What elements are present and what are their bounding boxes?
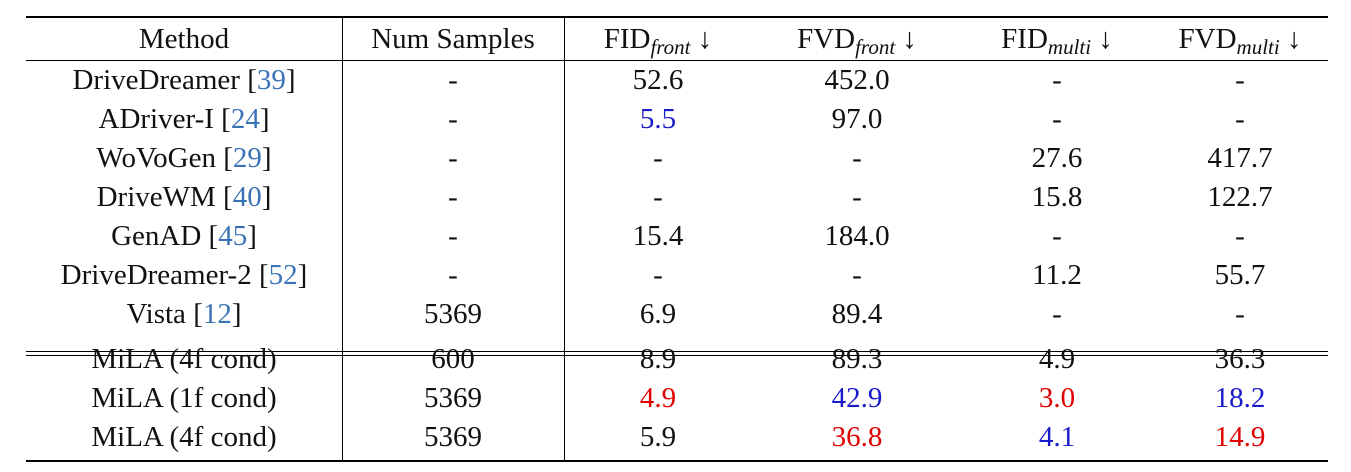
fid-front-cell: -	[653, 259, 663, 291]
table-row: GenAD [45] - 15.4 184.0 - -	[26, 217, 1328, 256]
fvd-front-cell: 452.0	[824, 64, 890, 96]
fid-front-cell: 6.9	[639, 298, 677, 330]
num-samples-cell: -	[448, 103, 458, 135]
method-cell: DriveDreamer [39]	[72, 64, 296, 96]
fid-front-cell: 5.5	[639, 103, 677, 135]
header-num-samples: Num Samples	[371, 23, 535, 55]
column-divider	[342, 16, 343, 462]
fvd-front-cell: 97.0	[831, 103, 883, 135]
fid-multi-cell: 27.6	[1031, 142, 1083, 174]
fvd-front-cell: 36.8	[831, 421, 883, 453]
method-cell: GenAD [45]	[111, 220, 257, 252]
method-cell: MiLA (4f cond)	[91, 343, 277, 375]
num-samples-cell: -	[448, 259, 458, 291]
header-fvd-front: FVDfront ↓	[797, 23, 917, 59]
fvd-multi-cell: 36.3	[1214, 343, 1266, 375]
fid-multi-cell: -	[1052, 103, 1062, 135]
fvd-multi-cell: 55.7	[1214, 259, 1266, 291]
fvd-multi-cell: -	[1235, 64, 1245, 96]
fvd-front-cell: -	[852, 142, 862, 174]
header-rule	[26, 60, 1328, 61]
fid-front-cell: 52.6	[632, 64, 684, 96]
fvd-multi-cell: 14.9	[1214, 421, 1266, 453]
fid-multi-cell: -	[1052, 220, 1062, 252]
num-samples-cell: 5369	[424, 298, 482, 330]
fid-multi-cell: 11.2	[1032, 259, 1082, 291]
table-row: MiLA (4f cond) 600 8.9 89.3 4.9 36.3	[26, 340, 1328, 379]
fvd-multi-cell: 18.2	[1214, 382, 1266, 414]
method-cell: MiLA (1f cond)	[91, 382, 277, 414]
method-cell: WoVoGen [29]	[96, 142, 272, 174]
method-cell: MiLA (4f cond)	[91, 421, 277, 453]
table-row: ADriver-I [24] - 5.5 97.0 - -	[26, 100, 1328, 139]
fid-front-cell: 5.9	[639, 421, 677, 453]
table-row: DriveWM [40] - - - 15.8 122.7	[26, 178, 1328, 217]
method-cell: ADriver-I [24]	[98, 103, 270, 135]
fid-front-cell: 8.9	[639, 343, 677, 375]
table-row: MiLA (4f cond) 5369 5.9 36.8 4.1 14.9	[26, 418, 1328, 457]
fvd-front-cell: 89.4	[831, 298, 883, 330]
fid-multi-cell: -	[1052, 64, 1062, 96]
method-cell: Vista [12]	[126, 298, 242, 330]
fid-multi-cell: 4.1	[1038, 421, 1076, 453]
header-fvd-multi: FVDmulti ↓	[1178, 23, 1302, 59]
double-rule-lower	[26, 355, 1328, 356]
bottom-rule	[26, 460, 1328, 462]
fid-multi-cell: 3.0	[1038, 382, 1076, 414]
table-row: WoVoGen [29] - - - 27.6 417.7	[26, 139, 1328, 178]
fid-multi-cell: 15.8	[1031, 181, 1083, 213]
fvd-front-cell: -	[852, 259, 862, 291]
table-row: DriveDreamer-2 [52] - - - 11.2 55.7	[26, 256, 1328, 295]
fvd-multi-cell: -	[1235, 103, 1245, 135]
top-rule	[26, 16, 1328, 18]
num-samples-cell: 600	[431, 343, 475, 375]
header-fid-multi: FIDmulti ↓	[1001, 23, 1113, 59]
num-samples-cell: 5369	[424, 382, 482, 414]
table-row: MiLA (1f cond) 5369 4.9 42.9 3.0 18.2	[26, 379, 1328, 418]
fid-multi-cell: 4.9	[1038, 343, 1076, 375]
fvd-multi-cell: -	[1235, 298, 1245, 330]
fid-front-cell: -	[653, 142, 663, 174]
num-samples-cell: 5369	[424, 421, 482, 453]
fid-front-cell: 15.4	[632, 220, 684, 252]
header-fid-front: FIDfront ↓	[603, 23, 713, 59]
table-row: Vista [12] 5369 6.9 89.4 - -	[26, 295, 1328, 334]
method-cell: DriveWM [40]	[96, 181, 272, 213]
num-samples-cell: -	[448, 64, 458, 96]
fvd-front-cell: -	[852, 181, 862, 213]
header-method: Method	[138, 23, 230, 55]
header-row: Method Num Samples FIDfront ↓ FVDfront ↓…	[26, 20, 1328, 59]
fvd-multi-cell: 122.7	[1207, 181, 1273, 213]
fvd-front-cell: 89.3	[831, 343, 883, 375]
fid-multi-cell: -	[1052, 298, 1062, 330]
num-samples-cell: -	[448, 181, 458, 213]
num-samples-cell: -	[448, 142, 458, 174]
num-samples-cell: -	[448, 220, 458, 252]
method-cell: DriveDreamer-2 [52]	[60, 259, 308, 291]
fvd-multi-cell: -	[1235, 220, 1245, 252]
column-divider	[564, 16, 565, 462]
fvd-front-cell: 184.0	[824, 220, 890, 252]
fvd-front-cell: 42.9	[831, 382, 883, 414]
double-rule-upper	[26, 351, 1328, 352]
fid-front-cell: -	[653, 181, 663, 213]
table-row: DriveDreamer [39] - 52.6 452.0 - -	[26, 61, 1328, 100]
fid-front-cell: 4.9	[639, 382, 677, 414]
fvd-multi-cell: 417.7	[1207, 142, 1273, 174]
